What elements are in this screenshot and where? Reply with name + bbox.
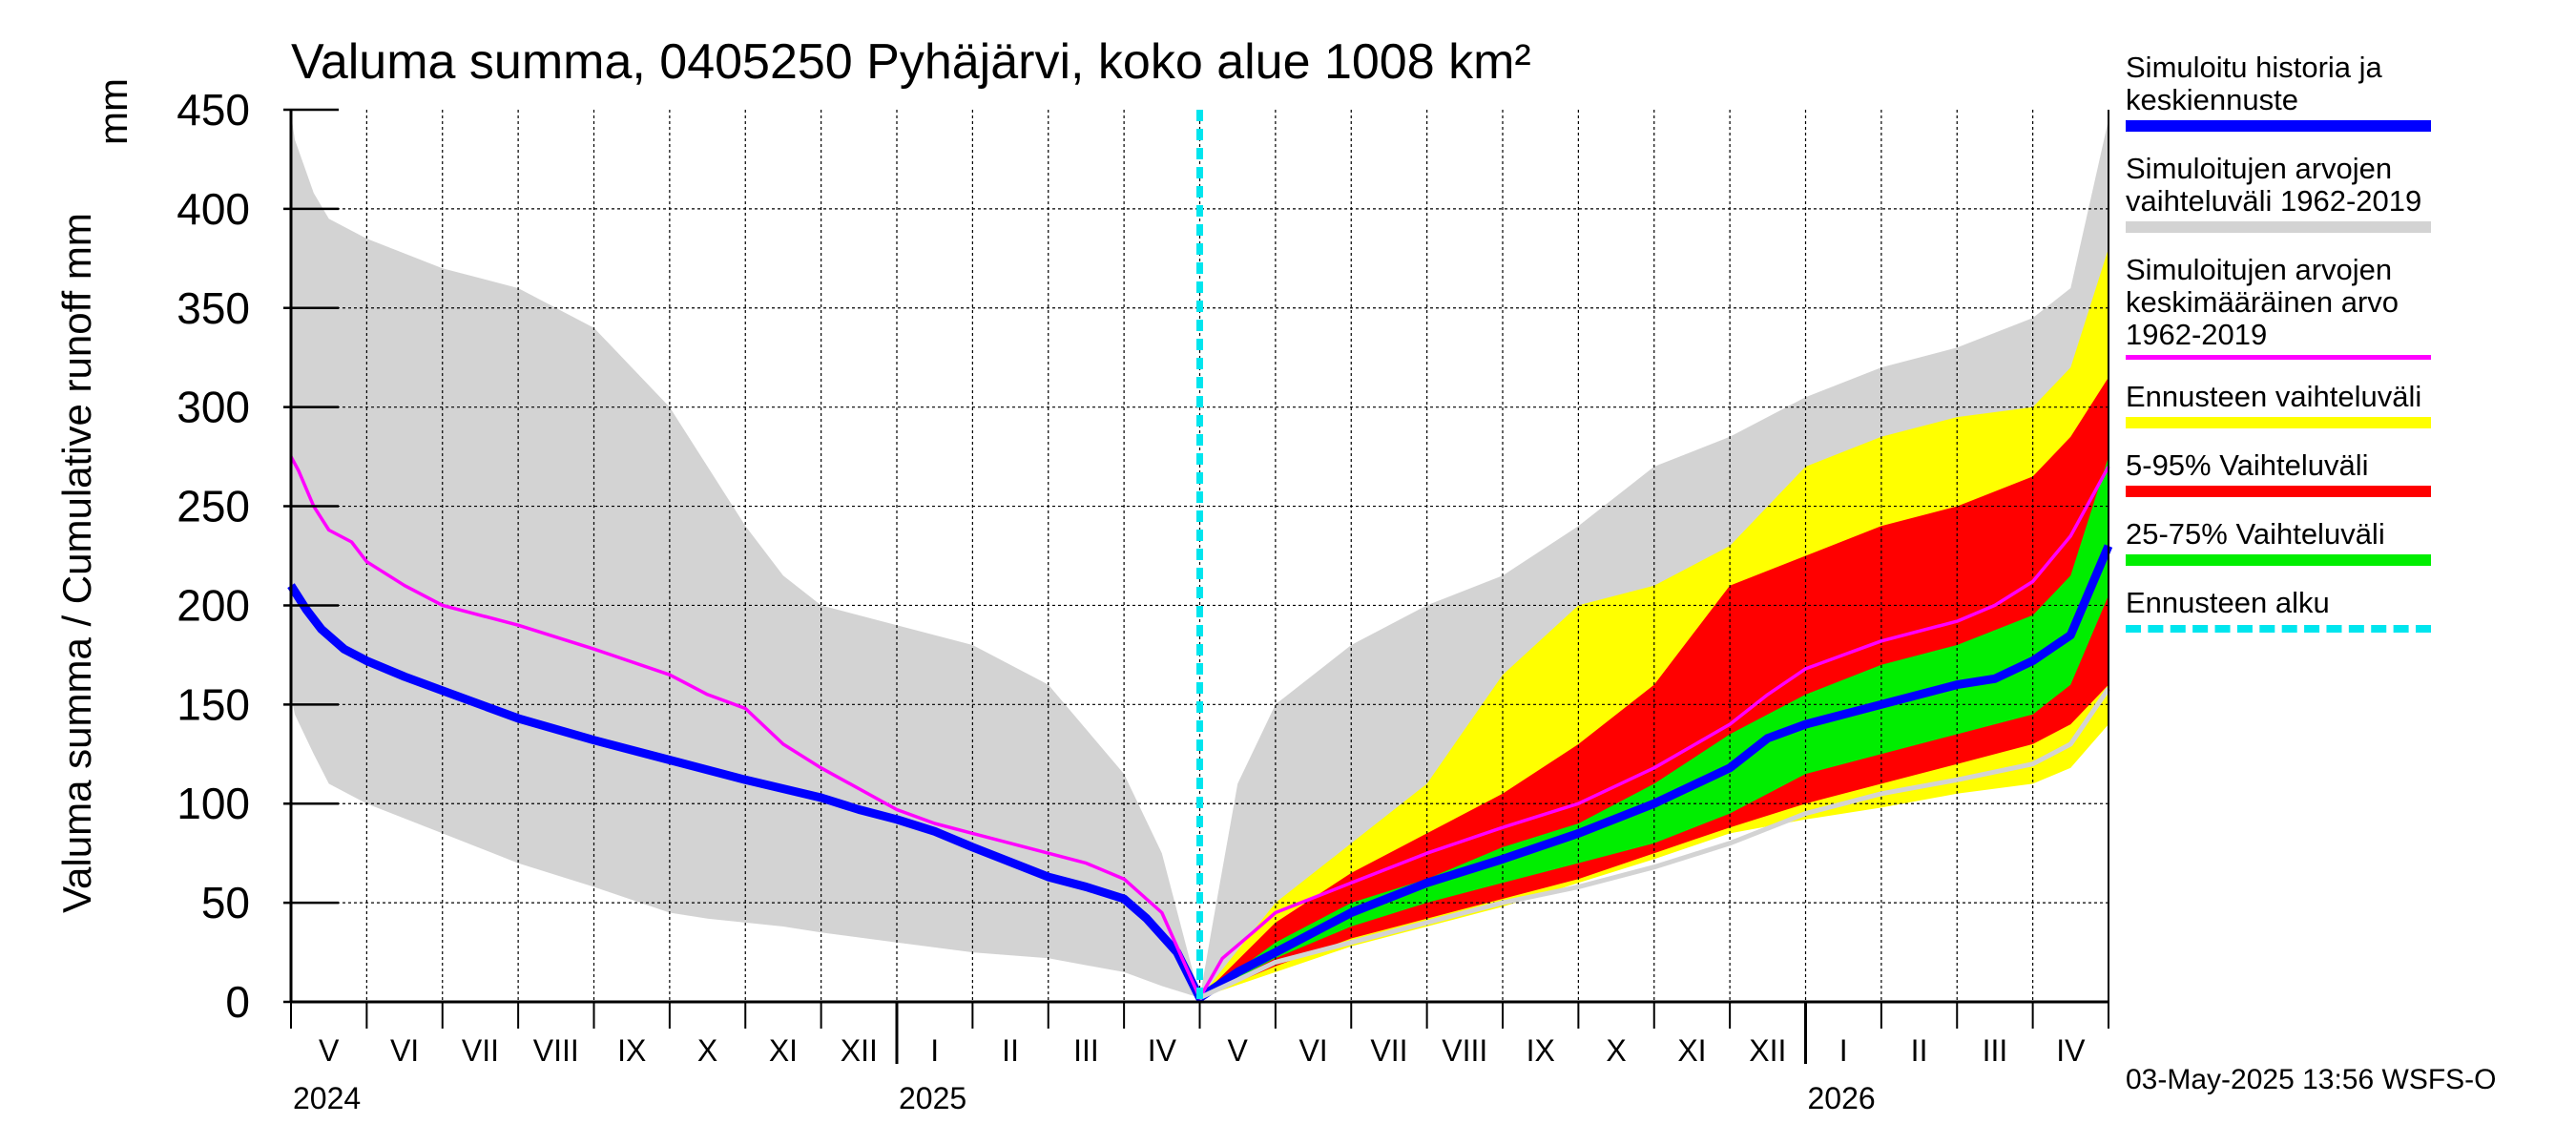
month-label: X (1606, 1033, 1626, 1068)
y-tick-label: 450 (177, 85, 250, 135)
legend-label: Simuloitujen arvojen vaihteluväli 1962-2… (2126, 152, 2422, 218)
y-axis-label: Valuma summa / Cumulative runoff mm (54, 213, 99, 913)
legend-label: Ennusteen alku (2126, 586, 2330, 619)
y-tick-label: 0 (225, 977, 250, 1027)
month-label: X (697, 1033, 717, 1068)
month-label: XI (1677, 1033, 1706, 1068)
month-label: IV (1148, 1033, 1177, 1068)
legend-label: Ennusteen vaihteluväli (2126, 380, 2422, 413)
legend-label: Simuloitujen arvojen keskimääräinen arvo… (2126, 253, 2399, 351)
y-tick-label: 350 (177, 283, 250, 333)
legend-swatch (2126, 625, 2431, 633)
y-tick-label: 100 (177, 779, 250, 828)
series-line-0 (287, 544, 2113, 1003)
legend-swatch (2126, 417, 2431, 428)
month-label: XII (841, 1033, 878, 1068)
month-label: IV (2056, 1033, 2086, 1068)
month-label: I (1839, 1033, 1848, 1068)
legend-swatch (2126, 355, 2431, 360)
series-line-1 (289, 455, 2110, 1000)
chart-title: Valuma summa, 0405250 Pyhäjärvi, koko al… (291, 34, 1531, 90)
month-label: IX (1527, 1033, 1555, 1068)
legend-swatch (2126, 554, 2431, 566)
footer-timestamp: 03-May-2025 13:56 WSFS-O (2126, 1064, 2497, 1095)
month-label: VII (462, 1033, 499, 1068)
year-label: 2024 (293, 1081, 361, 1115)
month-label: III (1983, 1033, 2008, 1068)
legend-swatch (2126, 221, 2431, 233)
y-tick-label: 250 (177, 482, 250, 531)
month-label: XI (769, 1033, 798, 1068)
y-unit-label: mm (91, 78, 135, 145)
month-label: VIII (1442, 1033, 1487, 1068)
y-tick-label: 50 (201, 878, 250, 927)
legend-item: Simuloitu historia ja keskiennuste (2126, 52, 2565, 132)
month-label: V (1228, 1033, 1249, 1068)
year-label: 2026 (1808, 1081, 1876, 1115)
month-label: III (1073, 1033, 1099, 1068)
month-label: VI (390, 1033, 419, 1068)
legend-item: 5-95% Vaihteluväli (2126, 449, 2565, 497)
month-label: II (1002, 1033, 1019, 1068)
legend-item: 25-75% Vaihteluväli (2126, 518, 2565, 566)
legend-label: 5-95% Vaihteluväli (2126, 448, 2369, 482)
y-tick-label: 300 (177, 383, 250, 432)
series-line-2 (1198, 687, 2111, 1001)
year-label: 2025 (899, 1081, 966, 1115)
month-label: VIII (533, 1033, 579, 1068)
y-tick-label: 200 (177, 580, 250, 630)
y-tick-label: 400 (177, 184, 250, 234)
legend-item: Ennusteen vaihteluväli (2126, 381, 2565, 428)
y-tick-label: 150 (177, 679, 250, 729)
legend-item: Simuloitujen arvojen vaihteluväli 1962-2… (2126, 153, 2565, 233)
legend-label: Simuloitu historia ja keskiennuste (2126, 51, 2382, 116)
month-label: II (1911, 1033, 1928, 1068)
month-label: VII (1370, 1033, 1407, 1068)
legend-swatch (2126, 486, 2431, 497)
legend-swatch (2126, 120, 2431, 132)
legend-item: Ennusteen alku (2126, 587, 2565, 633)
month-label: I (930, 1033, 939, 1068)
month-label: IX (617, 1033, 646, 1068)
legend-label: 25-75% Vaihteluväli (2126, 517, 2385, 551)
legend-item: Simuloitujen arvojen keskimääräinen arvo… (2126, 254, 2565, 360)
legend: Simuloitu historia ja keskiennuste Simulo… (2126, 52, 2565, 654)
month-label: XII (1749, 1033, 1786, 1068)
month-label: VI (1298, 1033, 1327, 1068)
month-label: V (319, 1033, 340, 1068)
